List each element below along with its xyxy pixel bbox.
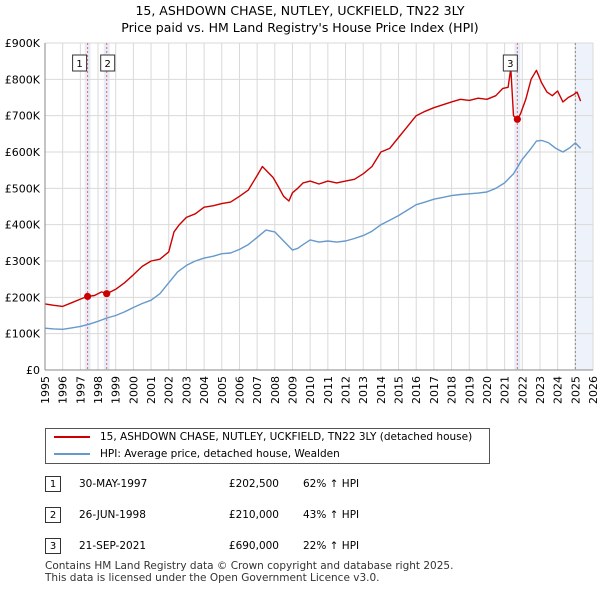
transaction-point <box>84 292 92 301</box>
transaction-number-badge: 1 <box>45 476 61 492</box>
x-tick-label: 2011 <box>322 376 335 404</box>
transaction-price: £202,500 <box>228 478 279 490</box>
x-tick-label: 2018 <box>446 376 459 404</box>
y-tick-label: £600K <box>5 146 41 159</box>
transaction-hpi-change: 22% ↑ HPI <box>303 540 360 552</box>
legend-label-hpi: HPI: Average price, detached house, Weal… <box>100 448 340 460</box>
y-tick-label: £500K <box>5 182 41 195</box>
transaction-band <box>514 43 521 370</box>
legend-swatch-property <box>54 436 90 438</box>
transaction-point <box>103 290 111 298</box>
footer-copyright: Contains HM Land Registry data © Crown c… <box>45 560 454 572</box>
x-tick-label: 2004 <box>198 376 211 404</box>
x-tick-label: 2007 <box>251 376 264 404</box>
x-tick-label: 2005 <box>216 376 229 404</box>
transaction-hpi-change: 43% ↑ HPI <box>303 509 360 521</box>
transaction-number-badge: 3 <box>45 538 61 554</box>
x-tick-label: 2014 <box>375 376 388 404</box>
transaction-number-badge: 2 <box>45 507 61 523</box>
legend-item-hpi: HPI: Average price, detached house, Weal… <box>54 446 340 462</box>
transaction-date: 30-MAY-1997 <box>79 478 148 490</box>
transaction-point <box>513 115 521 123</box>
hpi-line <box>44 139 582 330</box>
legend-swatch-hpi <box>54 453 90 455</box>
property-price-line <box>44 67 582 308</box>
x-tick-label: 2008 <box>269 376 282 404</box>
y-tick-label: £700K <box>5 110 41 123</box>
legend-label-property: 15, ASHDOWN CHASE, NUTLEY, UCKFIELD, TN2… <box>100 431 473 443</box>
x-tick-label: 2015 <box>393 376 406 404</box>
transaction-price: £210,000 <box>228 509 279 521</box>
transaction-date: 26-JUN-1998 <box>79 509 146 521</box>
transaction-date: 21-SEP-2021 <box>79 540 147 552</box>
transaction-row: 3 21-SEP-2021 £690,000 22% ↑ HPI <box>45 536 359 556</box>
x-tick-label: 2003 <box>180 376 193 404</box>
transaction-hpi-change: 62% ↑ HPI <box>303 478 360 490</box>
future-shaded-region <box>575 43 593 370</box>
y-tick-label: £300K <box>5 255 41 268</box>
transaction-price: £690,000 <box>228 540 279 552</box>
x-tick-label: 2001 <box>145 376 158 404</box>
x-tick-label: 2017 <box>428 376 441 404</box>
y-tick-label: £800K <box>5 73 41 86</box>
y-tick-label: £900K <box>5 37 41 50</box>
transaction-label-box <box>100 54 116 72</box>
chart-legend: 15, ASHDOWN CHASE, NUTLEY, UCKFIELD, TN2… <box>45 428 490 464</box>
transaction-label-box <box>72 54 88 72</box>
x-tick-label: 2022 <box>516 376 529 404</box>
legend-item-property: 15, ASHDOWN CHASE, NUTLEY, UCKFIELD, TN2… <box>54 429 472 445</box>
y-tick-label: £100K <box>5 328 41 341</box>
transaction-band <box>103 43 110 370</box>
transaction-row: 1 30-MAY-1997 £202,500 62% ↑ HPI <box>45 474 359 494</box>
x-tick-label: 2009 <box>286 376 299 404</box>
x-tick-label: 2020 <box>481 376 494 404</box>
y-tick-label: £200K <box>5 291 41 304</box>
x-tick-label: 1995 <box>39 376 52 404</box>
x-tick-label: 2013 <box>357 376 370 404</box>
x-tick-label: 2000 <box>127 376 140 404</box>
footer-licence: This data is licensed under the Open Gov… <box>45 572 380 584</box>
transaction-band <box>84 43 91 370</box>
chart-title-subtitle: Price paid vs. HM Land Registry's House … <box>121 20 479 35</box>
x-tick-label: 2010 <box>304 376 317 404</box>
transaction-label-text: 1 <box>76 59 82 70</box>
y-tick-label: £0 <box>26 364 40 377</box>
chart-title-address: 15, ASHDOWN CHASE, NUTLEY, UCKFIELD, TN2… <box>135 3 465 18</box>
price-chart: 1 2 3 £0 £100K £200K £300K £400K £500K £600K £700K… <box>5 37 600 404</box>
x-tick-label: 1997 <box>74 376 87 404</box>
x-tick-label: 2019 <box>463 376 476 404</box>
x-tick-label: 1996 <box>57 376 70 404</box>
transaction-label-box <box>502 54 518 72</box>
x-tick-label: 1999 <box>110 376 123 404</box>
footer-attribution: Contains HM Land Registry data © Crown c… <box>45 560 453 584</box>
x-tick-label: 2023 <box>534 376 547 404</box>
x-tick-label: 2002 <box>163 376 176 404</box>
x-tick-label: 2024 <box>552 376 565 404</box>
y-tick-label: £400K <box>5 219 41 232</box>
transaction-row: 2 26-JUN-1998 £210,000 43% ↑ HPI <box>45 505 359 525</box>
x-tick-label: 2006 <box>233 376 246 404</box>
transaction-label-text: 3 <box>507 59 513 70</box>
x-tick-label: 1998 <box>92 376 105 404</box>
x-tick-label: 2025 <box>569 376 582 404</box>
transaction-label-text: 2 <box>105 59 111 70</box>
x-tick-label: 2016 <box>410 376 423 404</box>
x-tick-label: 2021 <box>499 376 512 404</box>
x-tick-label: 2026 <box>587 376 600 404</box>
x-tick-label: 2012 <box>340 376 353 404</box>
